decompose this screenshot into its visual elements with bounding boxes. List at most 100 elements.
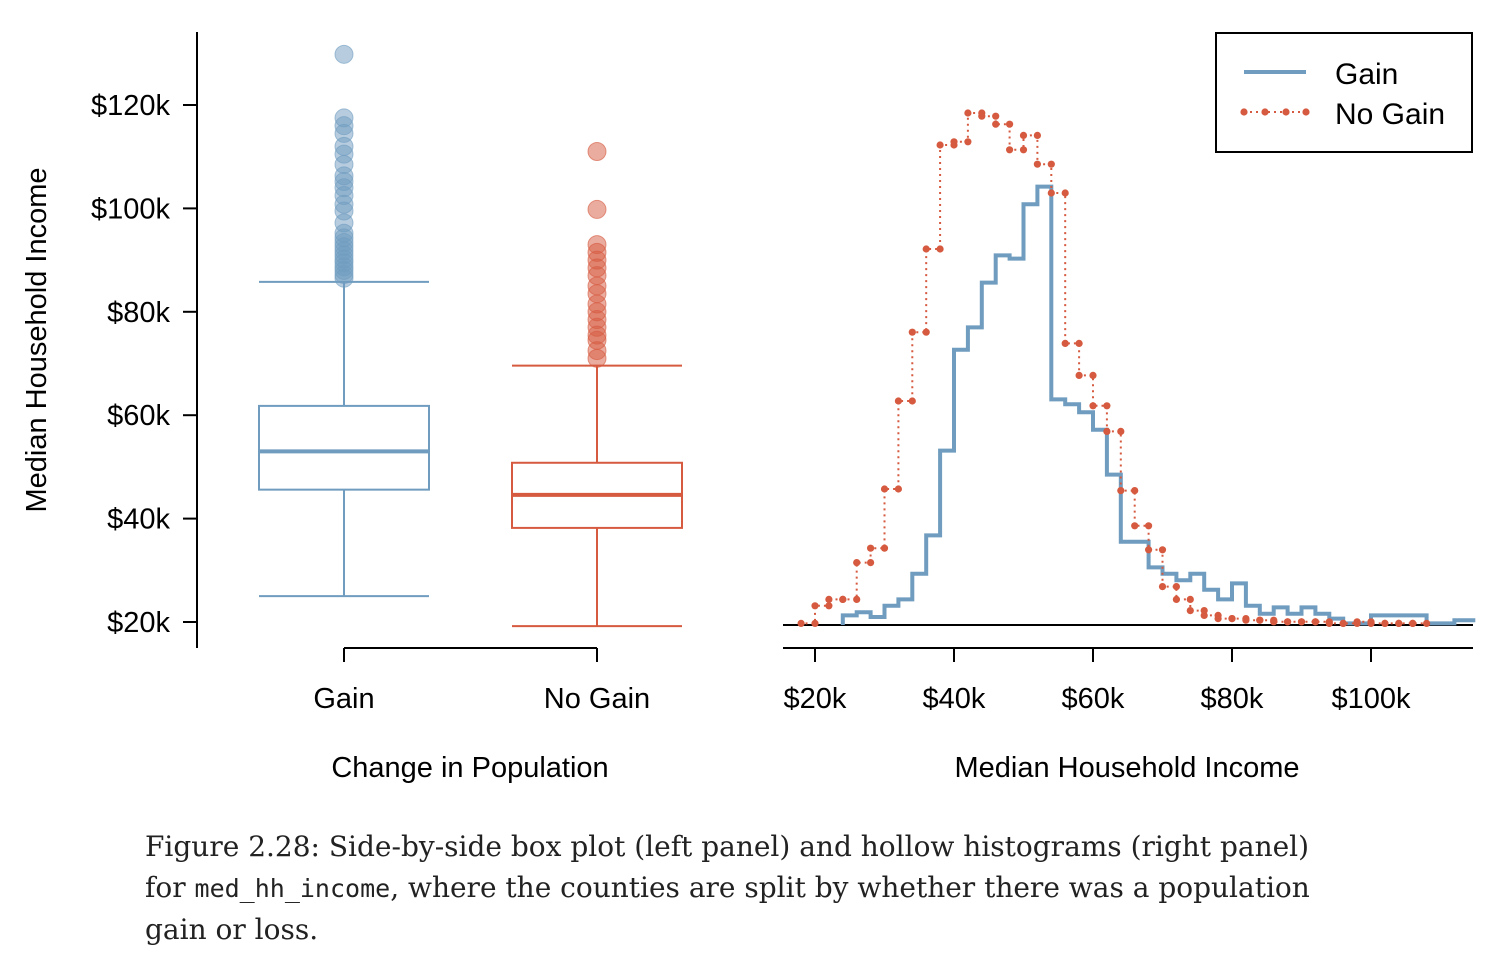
histogram-point-no-gain-50: [1145, 546, 1153, 554]
histogram-point-no-gain-37: [1061, 189, 1069, 197]
y-tick-label-0: $20k: [107, 607, 170, 639]
x-tick-label-left-1: No Gain: [544, 683, 650, 715]
x-tick-label-left-0: Gain: [313, 683, 374, 715]
histogram-point-no-gain-58: [1200, 611, 1208, 620]
histogram-point-no-gain-10: [867, 544, 875, 552]
figure-caption: Figure 2.28: Side-by-side box plot (left…: [145, 826, 1395, 950]
x-tick-label-right-3: $80k: [1201, 683, 1264, 715]
histogram-point-no-gain-11: [880, 544, 889, 552]
caption-line-3: gain or loss.: [145, 913, 319, 946]
histogram-point-no-gain-27: [992, 112, 1000, 120]
histogram-point-no-gain-1: [811, 619, 819, 628]
histogram-point-no-gain-15: [908, 397, 916, 405]
histogram-point-no-gain-18: [922, 245, 930, 253]
histogram-point-no-gain-22: [950, 138, 958, 146]
histogram-point-no-gain-42: [1089, 402, 1097, 410]
outlier-gain-24: [334, 108, 354, 128]
histogram-point-no-gain-35: [1047, 160, 1055, 168]
histogram-point-no-gain-84: [1381, 619, 1389, 628]
histogram-point-no-gain-56: [1186, 607, 1194, 615]
histogram-point-no-gain-14: [894, 397, 903, 405]
x-axis-title-right: Median Household Income: [955, 752, 1300, 784]
histogram-point-no-gain-33: [1033, 131, 1041, 139]
histogram-point-no-gain-13: [894, 485, 903, 493]
histogram-point-no-gain-20: [936, 141, 944, 149]
caption-line-2-pre: for: [145, 871, 195, 904]
histogram-point-no-gain-17: [922, 328, 930, 336]
outlier-gain-25: [334, 44, 354, 64]
histogram-point-no-gain-46: [1117, 487, 1125, 495]
y-tick-label-4: $100k: [91, 193, 171, 225]
y-tick-label-5: $120k: [91, 90, 171, 122]
legend-swatch-no-gain-dot-3: [1302, 108, 1310, 116]
histogram-point-no-gain-23: [964, 138, 972, 146]
x-axis-title-left: Change in Population: [331, 752, 608, 784]
histogram-point-no-gain-24: [964, 109, 972, 117]
histogram-point-no-gain-60: [1214, 615, 1222, 623]
legend-box: [1215, 32, 1473, 153]
caption-line-2: for med_hh_income, where the counties ar…: [145, 867, 1395, 909]
histogram-point-no-gain-52: [1158, 583, 1167, 591]
histogram-point-no-gain-29: [1006, 120, 1014, 128]
histogram-point-no-gain-74: [1311, 618, 1319, 626]
histogram-point-no-gain-70: [1284, 618, 1292, 626]
x-tick-label-right-1: $40k: [923, 683, 986, 715]
figure: $20k $40k $60k $80k $100k $120k Median Househo…: [21, 32, 1476, 784]
outlier-no-gain-14: [587, 235, 607, 255]
histogram-point-no-gain-53: [1172, 583, 1180, 591]
histogram-point-no-gain-31: [1019, 146, 1028, 154]
x-tick-label-right-2: $60k: [1062, 683, 1125, 715]
histogram-point-no-gain-62: [1228, 615, 1236, 623]
histogram-point-no-gain-30: [1006, 146, 1014, 154]
histogram-point-no-gain-6: [839, 595, 847, 604]
legend: Gain No Gain: [1215, 32, 1473, 153]
histogram-point-no-gain-49: [1145, 522, 1153, 530]
histogram-point-no-gain-64: [1242, 616, 1250, 624]
histogram-point-no-gain-32: [1019, 131, 1028, 139]
histogram-point-no-gain-34: [1033, 160, 1041, 168]
histogram-point-no-gain-12: [880, 485, 889, 493]
y-tick-label-1: $40k: [107, 504, 170, 536]
histogram-point-no-gain-43: [1103, 402, 1111, 410]
outlier-no-gain-16: [587, 142, 607, 162]
outlier-no-gain-15: [587, 199, 607, 219]
histogram-point-no-gain-55: [1186, 595, 1194, 604]
y-axis-title: Median Household Income: [21, 168, 53, 513]
y-tick-label-3: $80k: [107, 297, 170, 329]
box-gain: [258, 44, 430, 598]
histogram-point-no-gain-28: [992, 120, 1000, 128]
histogram-point-no-gain-86: [1395, 619, 1403, 628]
histogram-point-no-gain-51: [1158, 546, 1167, 554]
histogram-point-no-gain-76: [1325, 619, 1333, 628]
histogram-point-no-gain-72: [1297, 618, 1306, 626]
histogram-point-no-gain-3: [825, 602, 833, 610]
histogram-point-no-gain-82: [1367, 619, 1375, 628]
box-no-gain: [511, 142, 683, 628]
histogram-point-no-gain-19: [936, 245, 944, 253]
histogram-point-no-gain-47: [1131, 487, 1139, 495]
histogram-point-no-gain-2: [811, 602, 819, 610]
histogram-point-no-gain-88: [1409, 619, 1417, 628]
histogram-line-no-gain: [800, 112, 1427, 625]
caption-line-1: Figure 2.28: Side-by-side box plot (left…: [145, 830, 1310, 863]
histogram-point-no-gain-26: [978, 112, 986, 120]
histogram-point-no-gain-54: [1172, 595, 1180, 604]
histogram-point-no-gain-66: [1256, 616, 1264, 624]
histogram-point-no-gain-44: [1103, 427, 1111, 435]
histogram-point-no-gain-78: [1339, 619, 1347, 628]
histogram-point-no-gain-4: [825, 595, 833, 604]
histogram-point-no-gain-38: [1061, 339, 1069, 347]
histogram-point-no-gain-39: [1075, 339, 1083, 347]
histogram-point-no-gain-48: [1131, 522, 1139, 530]
histogram-point-no-gain-7: [853, 595, 861, 604]
legend-label-gain: Gain: [1335, 58, 1398, 91]
y-tick-label-2: $60k: [107, 400, 170, 432]
x-tick-label-right-4: $100k: [1331, 683, 1411, 715]
box-plot-panel: $20k $40k $60k $80k $100k $120k Median Househo…: [21, 32, 683, 784]
legend-swatch-no-gain-dot-0: [1240, 108, 1248, 116]
histogram-panel: $20k $40k $60k $80k $100k Median Household In…: [783, 32, 1476, 784]
legend-swatch-no-gain-dot-1: [1261, 108, 1269, 116]
histogram-point-no-gain-80: [1353, 618, 1361, 626]
histogram-point-no-gain-16: [908, 328, 916, 336]
histogram-point-no-gain-36: [1047, 189, 1055, 197]
